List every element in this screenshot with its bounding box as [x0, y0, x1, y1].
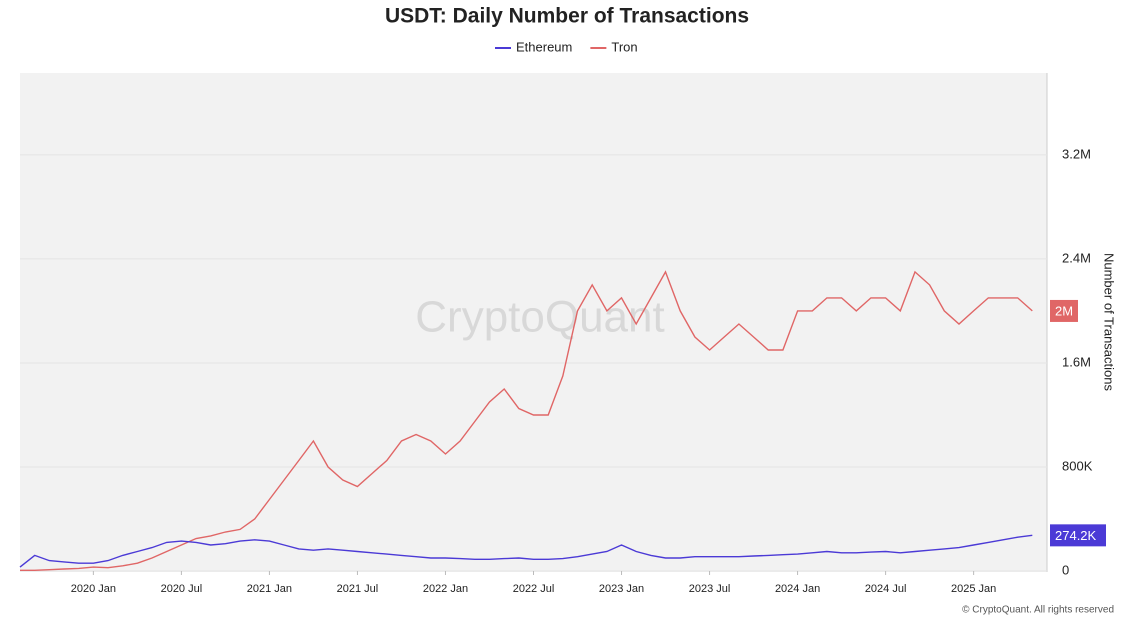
x-tick-label: 2021 Jul: [337, 583, 379, 595]
x-tick-label: 2023 Jan: [599, 583, 644, 595]
y-tick-label: 1.6M: [1062, 354, 1091, 369]
x-tick-label: 2022 Jan: [423, 583, 468, 595]
current-value-badge: [1050, 524, 1106, 547]
x-tick-label: 2024 Jul: [865, 583, 907, 595]
x-tick-label: 2022 Jul: [513, 583, 555, 595]
footer: © CryptoQuant. All rights reserved: [962, 605, 1114, 616]
x-tick-label: 2020 Jul: [161, 583, 203, 595]
y-axis-label: Number of Transactions: [1102, 253, 1117, 392]
x-tick-label: 2025 Jan: [951, 583, 996, 595]
chart-title: USDT: Daily Number of Transactions: [385, 5, 749, 28]
legend-label: Ethereum: [516, 39, 572, 54]
y-tick-label: 800K: [1062, 458, 1093, 473]
current-value-label: 274.2K: [1055, 528, 1097, 543]
y-tick-label: 2.4M: [1062, 250, 1091, 265]
y-tick-label: 3.2M: [1062, 146, 1091, 161]
watermark: CryptoQuant: [415, 293, 664, 342]
legend-label: Tron: [611, 39, 637, 54]
current-value-badge: [1050, 299, 1078, 322]
x-tick-label: 2021 Jan: [247, 583, 292, 595]
x-tick-label: 2023 Jul: [689, 583, 731, 595]
series-line: [19, 534, 1033, 568]
x-tick-label: 2020 Jan: [71, 583, 116, 595]
plot-area: [20, 73, 1047, 572]
x-tick-label: 2024 Jan: [775, 583, 820, 595]
current-value-label: 2M: [1055, 303, 1073, 318]
y-tick-label: 0: [1062, 562, 1069, 577]
